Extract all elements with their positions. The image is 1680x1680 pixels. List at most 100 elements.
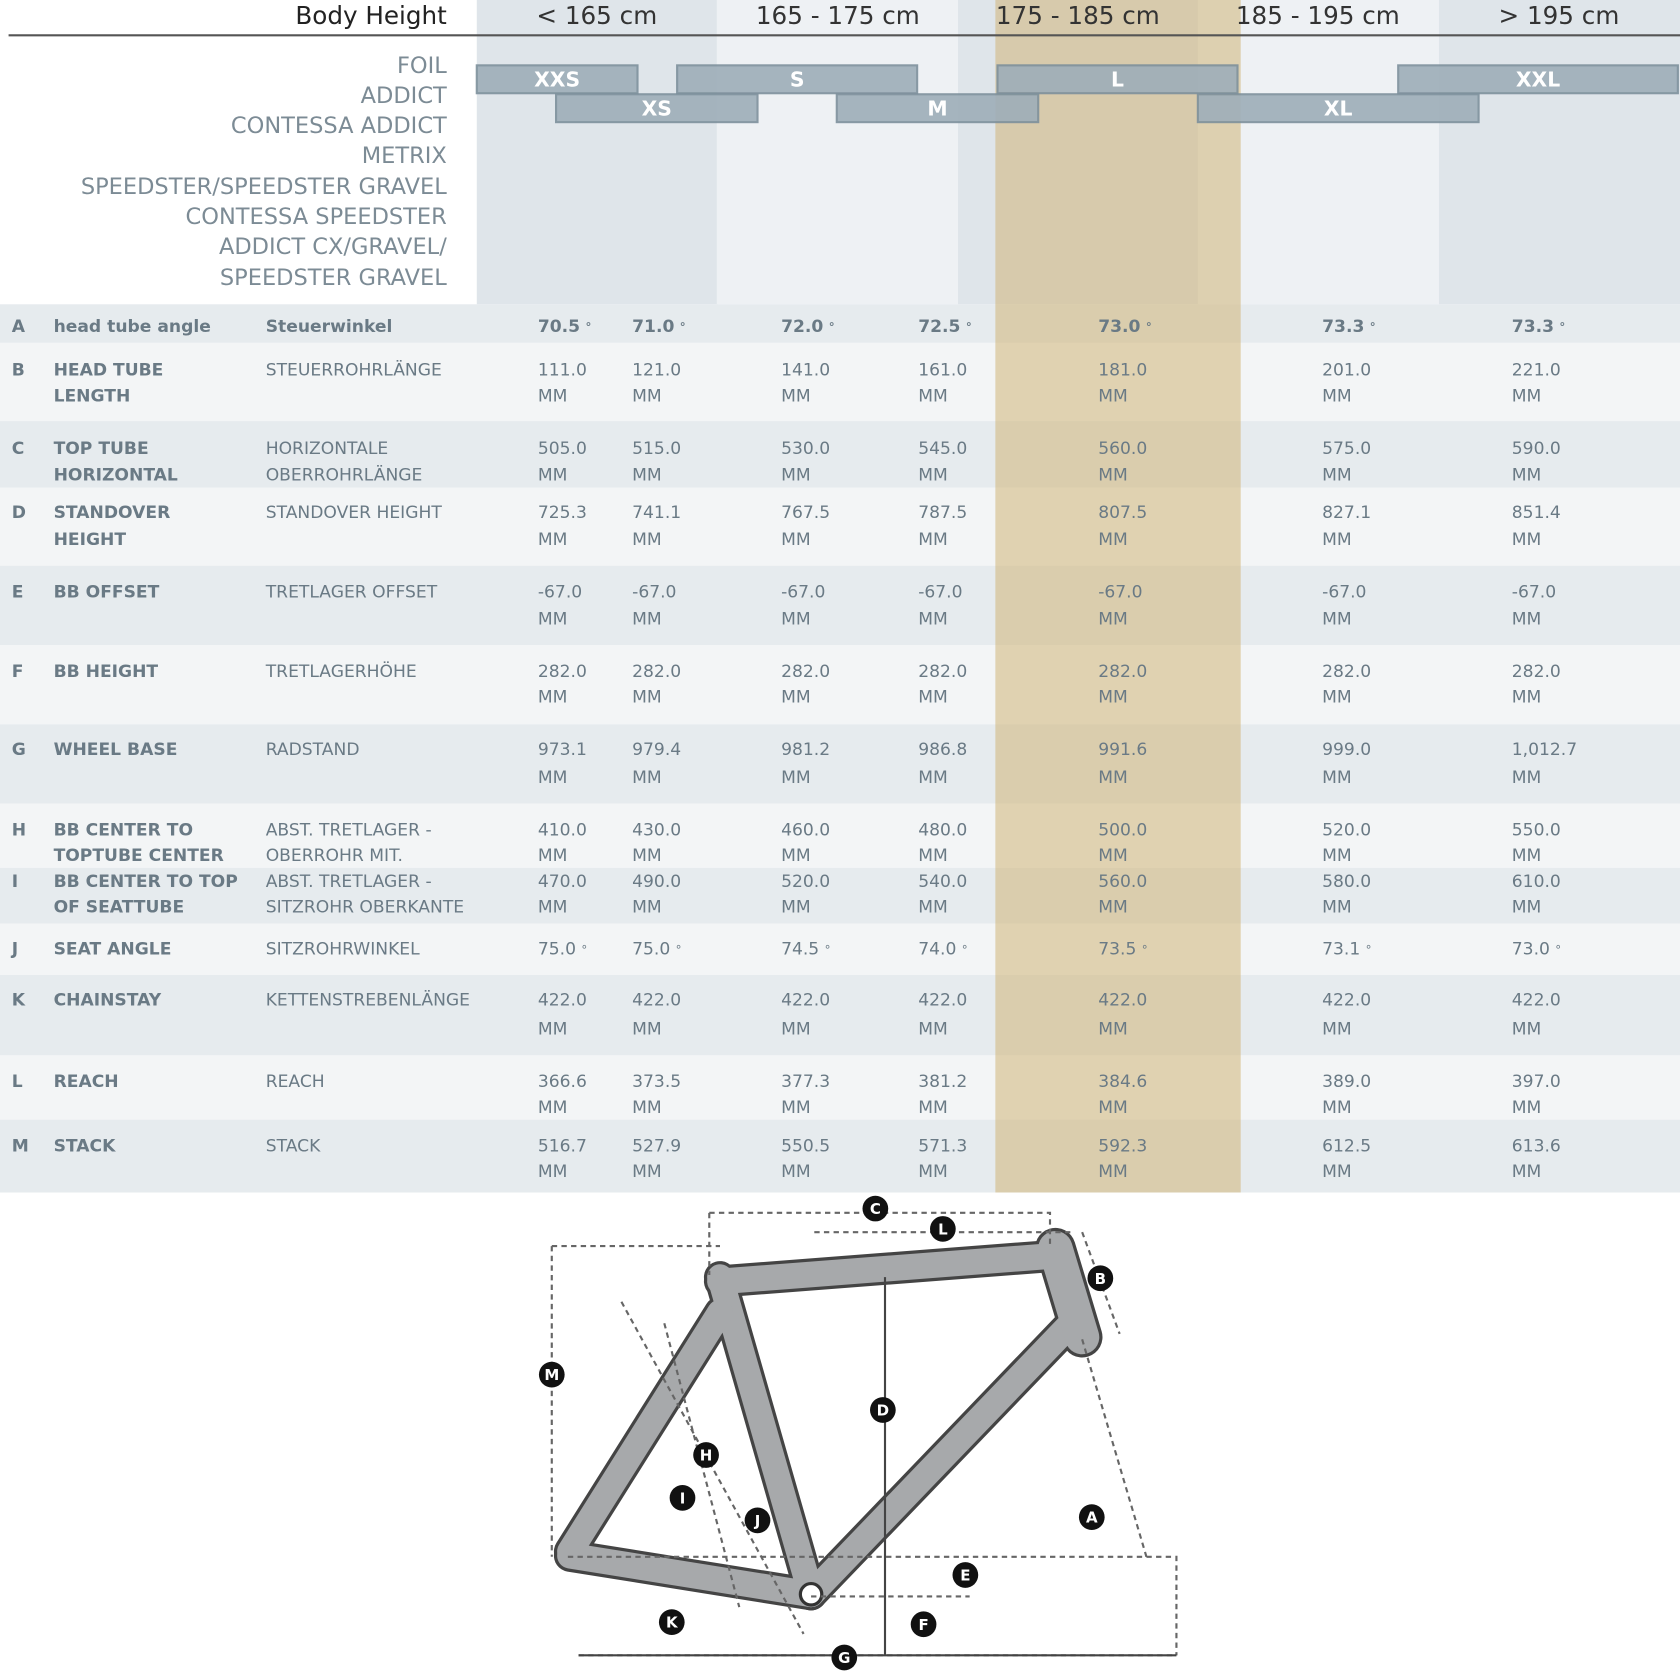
cell-unit: ° bbox=[962, 942, 968, 956]
size-label: S bbox=[790, 67, 805, 91]
row-name-de: STANDOVER HEIGHT bbox=[266, 503, 443, 523]
cell-value: 422.0 bbox=[1322, 991, 1371, 1011]
cell-unit: MM bbox=[918, 466, 948, 486]
cell-value: 422.0 bbox=[632, 991, 681, 1011]
diagram-label: F bbox=[918, 1616, 928, 1634]
row-name: REACH bbox=[54, 1072, 119, 1092]
cell-value: 613.6 bbox=[1512, 1136, 1561, 1156]
row-name-de: OBERROHRLÄNGE bbox=[266, 465, 423, 486]
cell-unit: MM bbox=[632, 688, 662, 708]
cell-unit: MM bbox=[1322, 898, 1352, 918]
cell-value: 282.0 bbox=[781, 662, 830, 682]
cell-value: 377.3 bbox=[781, 1072, 830, 1092]
column-band bbox=[716, 0, 958, 305]
cell-unit: MM bbox=[1098, 846, 1128, 866]
size-bar bbox=[1196, 93, 1480, 124]
cell-value: 807.5 bbox=[1098, 503, 1147, 523]
highlight-column bbox=[995, 0, 1241, 1193]
model-name: ADDICT CX/GRAVEL/ bbox=[219, 234, 447, 260]
row-letter: D bbox=[12, 503, 26, 523]
row-background bbox=[0, 421, 1680, 488]
cell-value: 520.0 bbox=[781, 872, 830, 892]
row-name: BB OFFSET bbox=[54, 583, 160, 603]
cell-value: 72.0 bbox=[781, 317, 823, 337]
cell-value: 560.0 bbox=[1098, 872, 1147, 892]
model-name: FOIL bbox=[397, 53, 447, 79]
cell-value: 73.0 bbox=[1512, 939, 1550, 959]
row-name: BB CENTER TO bbox=[54, 820, 193, 840]
cell-unit: ° bbox=[1146, 319, 1152, 333]
cell-unit: ° bbox=[829, 319, 835, 333]
cell-unit: MM bbox=[1322, 768, 1352, 788]
cell-value: 282.0 bbox=[632, 662, 681, 682]
size-bar bbox=[676, 64, 919, 95]
cell: 73.5 ° bbox=[1098, 939, 1147, 959]
cell-unit: MM bbox=[538, 386, 568, 406]
cell-unit: MM bbox=[538, 846, 568, 866]
cell-unit: MM bbox=[538, 768, 568, 788]
cell-unit: MM bbox=[781, 768, 811, 788]
cell-value: -67.0 bbox=[918, 583, 962, 603]
cell-value: 575.0 bbox=[1322, 439, 1371, 459]
row-name: TOP TUBE bbox=[54, 439, 149, 459]
cell-value: 73.0 bbox=[1098, 317, 1140, 337]
row-letter: G bbox=[12, 740, 26, 760]
cell-value: 973.1 bbox=[538, 740, 587, 760]
size-bar bbox=[1397, 64, 1679, 95]
cell-value: 851.4 bbox=[1512, 503, 1561, 523]
cell-value: 480.0 bbox=[918, 820, 967, 840]
cell-unit: MM bbox=[1098, 1020, 1128, 1040]
column-header: 175 - 185 cm bbox=[996, 1, 1160, 30]
cell-value: 979.4 bbox=[632, 740, 681, 760]
row-name-de: TRETLAGERHÖHE bbox=[265, 660, 417, 682]
cell-value: 516.7 bbox=[538, 1136, 587, 1156]
cell-value: 592.3 bbox=[1098, 1136, 1147, 1156]
cell-unit: MM bbox=[632, 466, 662, 486]
row-name-de: KETTENSTREBENLÄNGE bbox=[266, 990, 470, 1011]
size-bar bbox=[835, 93, 1040, 124]
cell-unit: MM bbox=[1512, 846, 1542, 866]
label-badge bbox=[744, 1507, 771, 1534]
diagram-label: I bbox=[680, 1489, 686, 1507]
cell-value: -67.0 bbox=[781, 583, 825, 603]
cell: 70.5 ° bbox=[538, 317, 592, 337]
row-background bbox=[0, 923, 1680, 975]
row-background bbox=[0, 304, 1680, 343]
size-label: XL bbox=[1324, 96, 1353, 120]
cell-unit: ° bbox=[676, 942, 682, 956]
model-name: CONTESSA SPEEDSTER bbox=[186, 204, 447, 230]
cell-value: 430.0 bbox=[632, 820, 681, 840]
column-header: < 165 cm bbox=[536, 1, 657, 30]
label-badge bbox=[669, 1485, 696, 1511]
cell-unit: MM bbox=[781, 898, 811, 918]
cell-value: 282.0 bbox=[1098, 662, 1147, 682]
cell-unit: MM bbox=[538, 1098, 568, 1118]
cell-unit: ° bbox=[1559, 319, 1565, 333]
cell-value: 550.0 bbox=[1512, 820, 1561, 840]
cell-unit: MM bbox=[781, 530, 811, 550]
diagram-label: E bbox=[960, 1567, 970, 1585]
row-letter: I bbox=[12, 872, 18, 892]
cell-value: 422.0 bbox=[781, 991, 830, 1011]
cell-value: 610.0 bbox=[1512, 872, 1561, 892]
cell-value: 397.0 bbox=[1512, 1072, 1561, 1092]
cell-unit: MM bbox=[1322, 688, 1352, 708]
column-header: > 195 cm bbox=[1499, 1, 1620, 30]
cell-value: 70.5 bbox=[538, 317, 580, 337]
label-badge bbox=[952, 1562, 979, 1588]
cell-unit: ° bbox=[1142, 942, 1148, 956]
cell: 72.0 ° bbox=[781, 317, 835, 337]
cell-unit: ° bbox=[1366, 942, 1372, 956]
cell-value: 373.5 bbox=[632, 1072, 681, 1092]
diagram-label: B bbox=[1095, 1270, 1106, 1288]
cell-unit: MM bbox=[1512, 768, 1542, 788]
cell-value: 991.6 bbox=[1098, 740, 1147, 760]
cell-value: 490.0 bbox=[632, 872, 681, 892]
cell-unit: MM bbox=[538, 609, 568, 629]
row-name-de: STEUERROHRLÄNGE bbox=[266, 360, 442, 381]
row-name-de: Steuerwinkel bbox=[266, 317, 393, 337]
cell-value: 221.0 bbox=[1512, 361, 1561, 381]
cell-unit: ° bbox=[1370, 319, 1376, 333]
cell-unit: MM bbox=[781, 1098, 811, 1118]
size-label: M bbox=[927, 96, 947, 120]
